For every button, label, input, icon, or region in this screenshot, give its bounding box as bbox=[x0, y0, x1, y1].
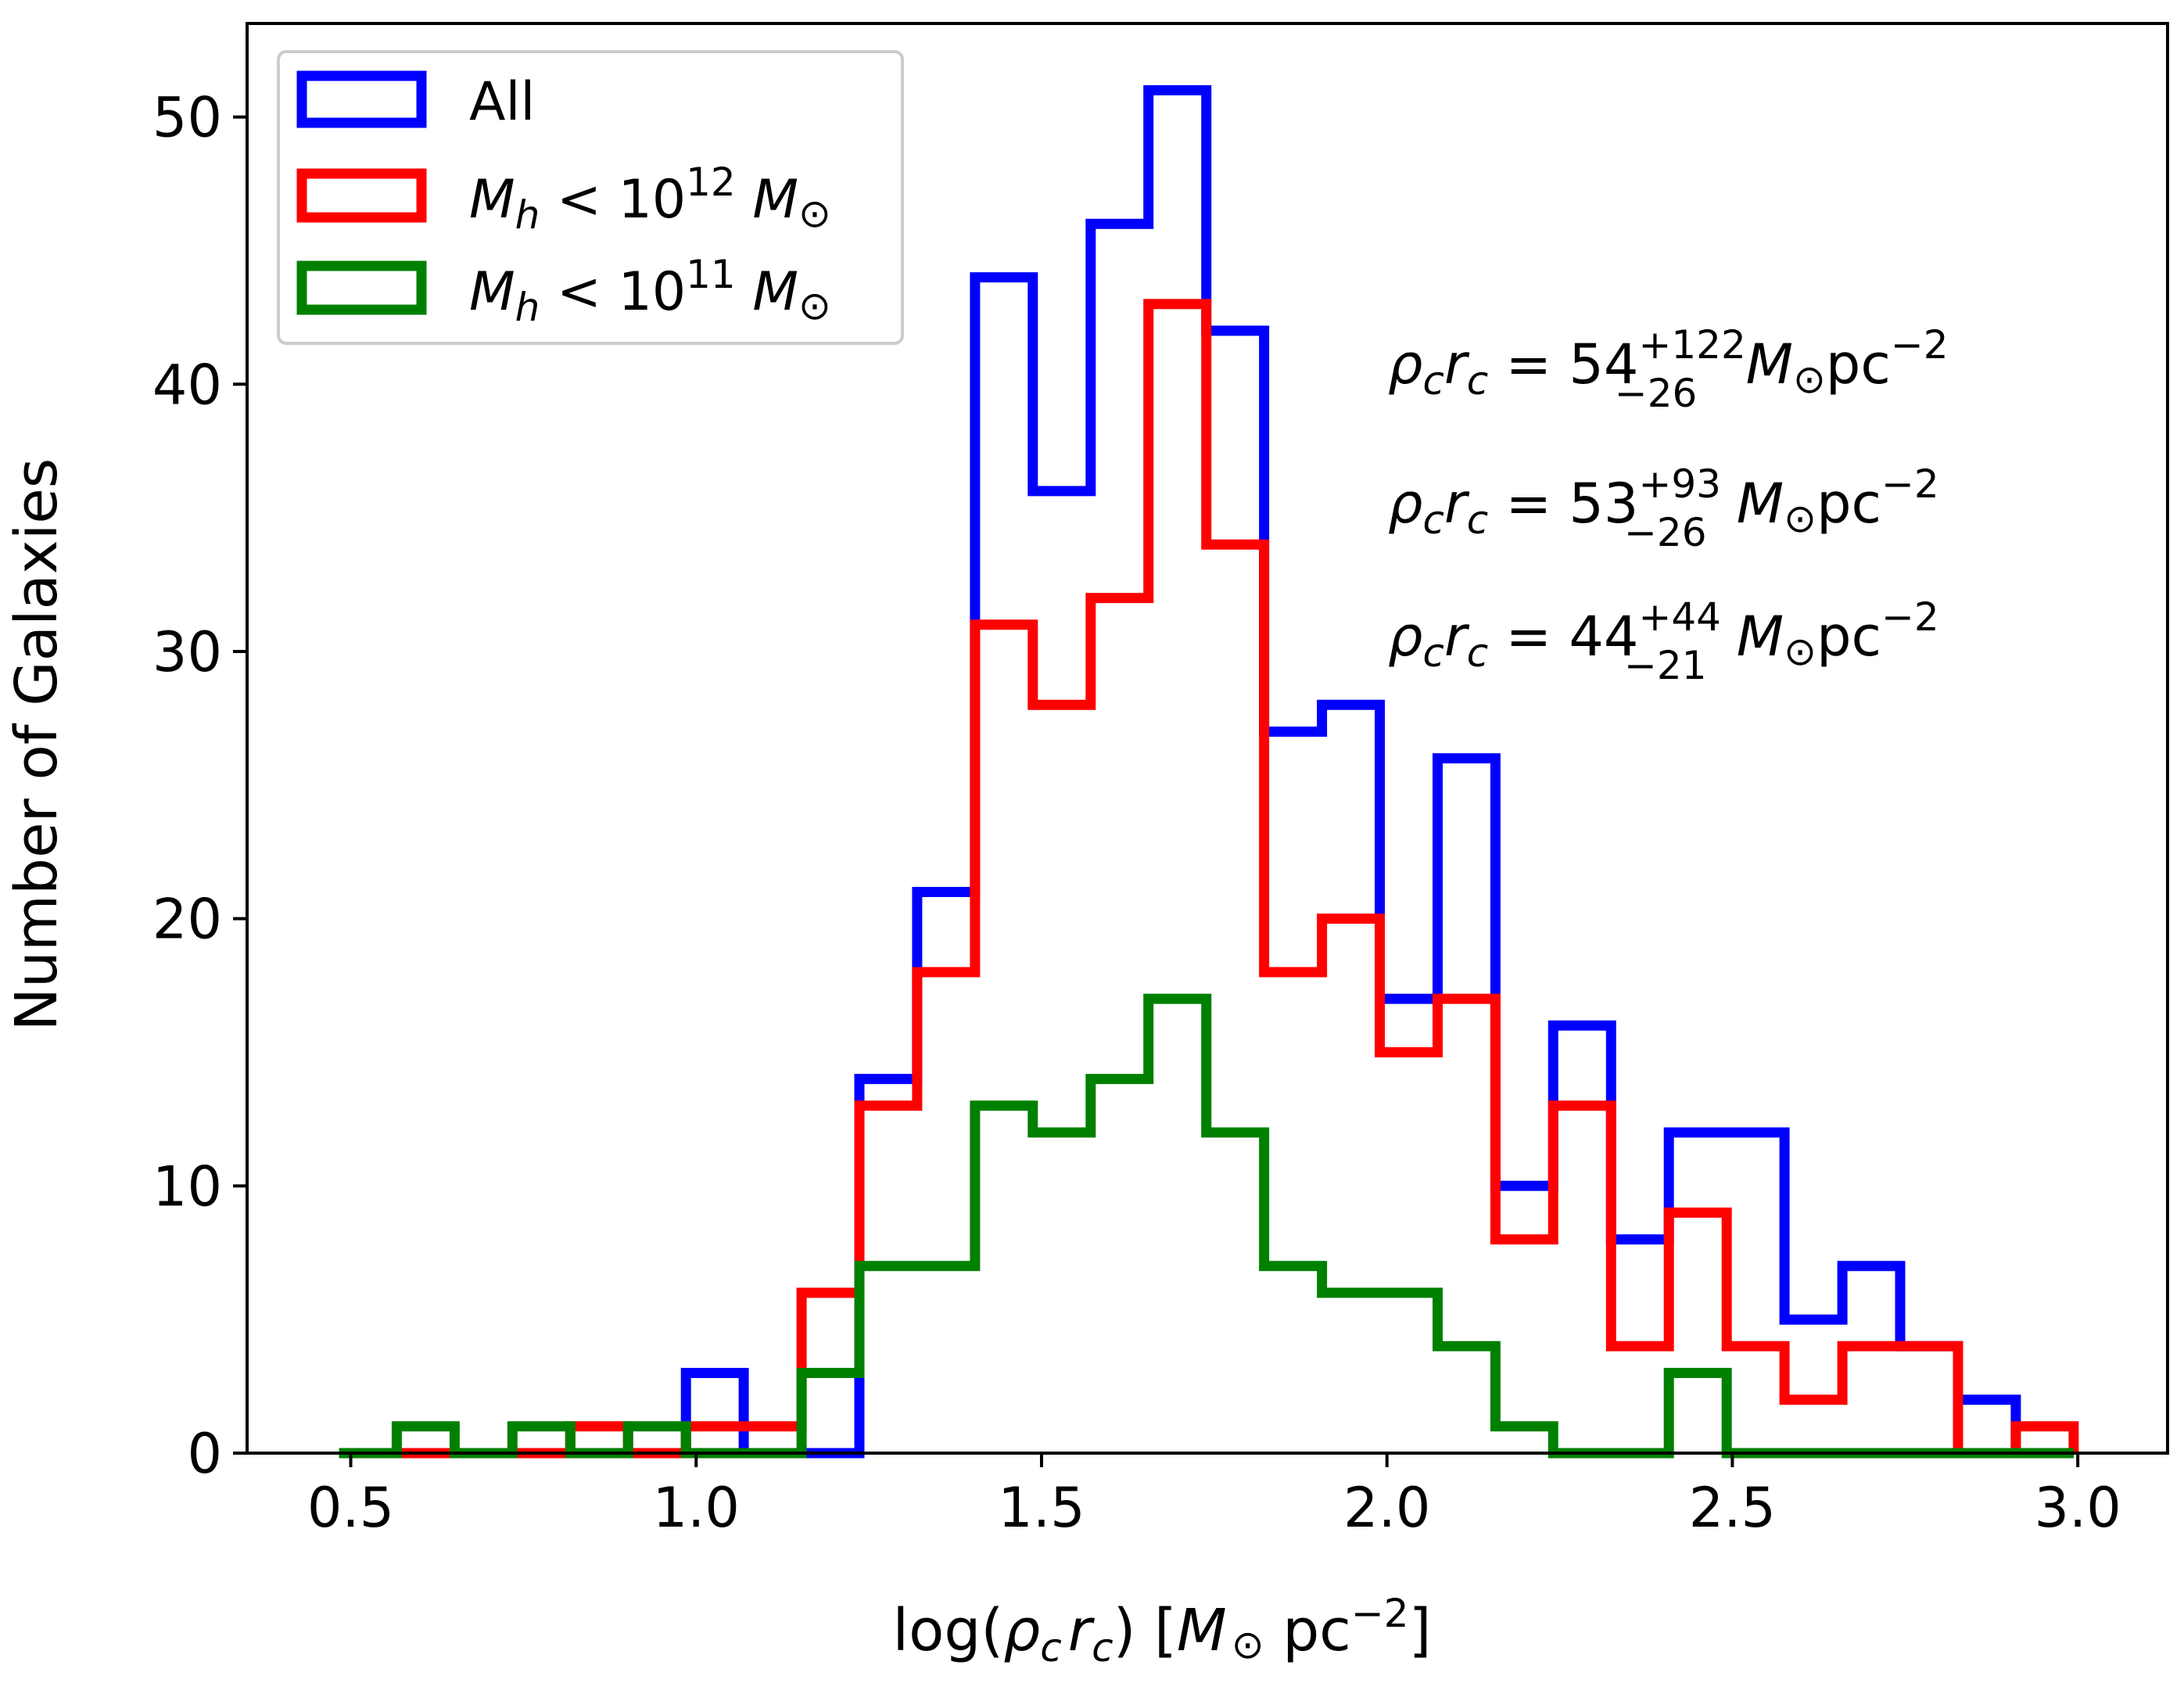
annotation-mh12: ρcrc = 53+93 −26 M⊙pc−2 bbox=[1388, 461, 1939, 555]
legend: All Mh < 1012 M⊙ Mh < 1011 M⊙ bbox=[277, 50, 904, 345]
legend-frame bbox=[277, 50, 904, 345]
y-tick-label: 10 bbox=[152, 1154, 222, 1218]
legend-swatch-all bbox=[296, 70, 427, 128]
x-tick-label: 0.5 bbox=[307, 1476, 394, 1540]
annotation-all: ρcrc = 54+122 −26 M⊙pc−2 bbox=[1388, 322, 1949, 416]
x-tick-label: 1.5 bbox=[998, 1476, 1085, 1540]
y-tick-label: 0 bbox=[187, 1422, 222, 1486]
y-tick-label: 50 bbox=[152, 86, 222, 150]
y-tick-label: 30 bbox=[152, 620, 222, 684]
y-tick-label: 40 bbox=[152, 353, 222, 417]
series-step-1 bbox=[339, 299, 2079, 1459]
x-tick-label: 2.5 bbox=[1689, 1476, 1776, 1540]
y-axis-label: Number of Galaxies bbox=[3, 458, 70, 1032]
legend-label-mh11: Mh < 1011 M⊙ bbox=[469, 252, 831, 330]
plot-frame bbox=[246, 22, 2169, 1455]
legend-swatch-mh12 bbox=[296, 168, 427, 223]
legend-label-mh12: Mh < 1012 M⊙ bbox=[469, 160, 831, 238]
legend-swatch-mh11 bbox=[296, 260, 427, 315]
axes-layer: 0.5 1.0 1.5 2.0 2.5 3.0 0 10 20 30 40 50 bbox=[152, 22, 2169, 1540]
x-tick-label: 1.0 bbox=[653, 1476, 740, 1540]
annotations: ρcrc = 54+122 −26 M⊙pc−2 ρcrc = 53+93 −26 … bbox=[1388, 322, 1949, 688]
annotation-mh11: ρcrc = 44+44 −21 M⊙pc−2 bbox=[1388, 594, 1939, 688]
y-tick-label: 20 bbox=[152, 888, 222, 952]
x-axis-label: log(ρc rc) [M ⊙ pc−2] bbox=[893, 1591, 1432, 1671]
x-tick-label: 2.0 bbox=[1343, 1476, 1430, 1540]
x-tick-label: 3.0 bbox=[2034, 1476, 2121, 1540]
legend-label-all: All bbox=[469, 71, 535, 133]
series-step-2 bbox=[339, 993, 2074, 1459]
